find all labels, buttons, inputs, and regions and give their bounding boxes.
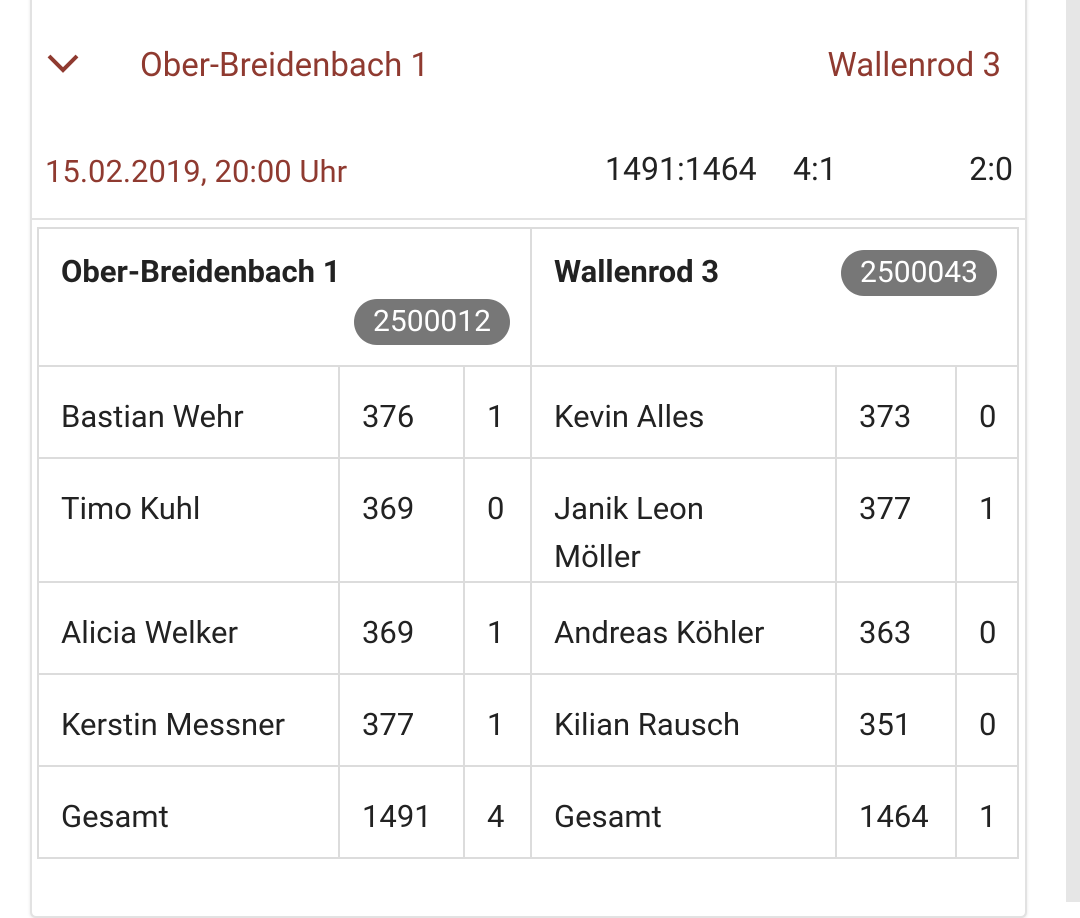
table-row: Kerstin Messner 377 1 Kilian Rausch 351 0 [37,673,1020,767]
set-point: 1 [955,457,1020,583]
pins: 1464 [835,765,958,859]
set-point: 0 [955,581,1020,675]
pins: 363 [835,581,958,675]
pins: 377 [835,457,958,583]
player-name: Kevin Alles [530,365,838,459]
match-card: Ober-Breidenbach 1 Wallenrod 3 15.02.201… [30,0,1027,918]
set-point: 4 [462,765,533,859]
player-name: Kerstin Messner [37,673,340,767]
collapse-chevron[interactable] [46,52,82,76]
home-team: Ober-Breidenbach 1 [140,46,429,85]
set-point: 0 [955,673,1020,767]
player-name: Timo Kuhl [37,457,340,583]
pins: 351 [835,673,958,767]
player-name: Kilian Rausch [530,673,838,767]
away-header: Wallenrod 3 2500043 [530,227,1020,367]
set-point: 1 [462,673,533,767]
table-row: Bastian Wehr 376 1 Kevin Alles 373 0 [37,365,1020,459]
match-date: 15.02.2019, 20:00 Uhr [45,153,348,190]
sets-score: 4:1 [793,150,837,188]
set-point: 1 [462,365,533,459]
table-row: Alicia Welker 369 1 Andreas Köhler 363 0 [37,581,1020,675]
pins: 373 [835,365,958,459]
pins: 1491 [338,765,465,859]
set-point: 0 [462,457,533,583]
table-row: Timo Kuhl 369 0 Janik Leon Möller 377 1 [37,457,1020,583]
player-name: Gesamt [530,765,838,859]
player-name: Gesamt [37,765,340,859]
scrollbar [1066,0,1080,902]
result-table: Ober-Breidenbach 1 2500012 Wallenrod 3 250… [36,227,1020,859]
pins: 369 [338,457,465,583]
pins-score: 1491:1464 [605,150,757,188]
table-row: Gesamt 1491 4 Gesamt 1464 1 [37,765,1020,859]
set-point: 1 [462,581,533,675]
player-name: Alicia Welker [37,581,340,675]
set-point: 0 [955,365,1020,459]
points-score: 2:0 [969,150,1013,188]
home-id-badge: 2500012 [353,299,511,345]
set-point: 1 [955,765,1020,859]
home-team-name: Ober-Breidenbach 1 [61,253,341,290]
away-id-badge: 2500043 [840,250,998,296]
player-name: Janik Leon Möller [530,457,838,583]
pins: 377 [338,673,465,767]
away-team: Wallenrod 3 [827,46,1002,85]
player-name: Bastian Wehr [37,365,340,459]
home-header: Ober-Breidenbach 1 2500012 [36,227,533,367]
away-team-name: Wallenrod 3 [554,253,720,290]
player-name: Andreas Köhler [530,581,838,675]
divider [32,218,1025,220]
pins: 376 [338,365,465,459]
pins: 369 [338,581,465,675]
